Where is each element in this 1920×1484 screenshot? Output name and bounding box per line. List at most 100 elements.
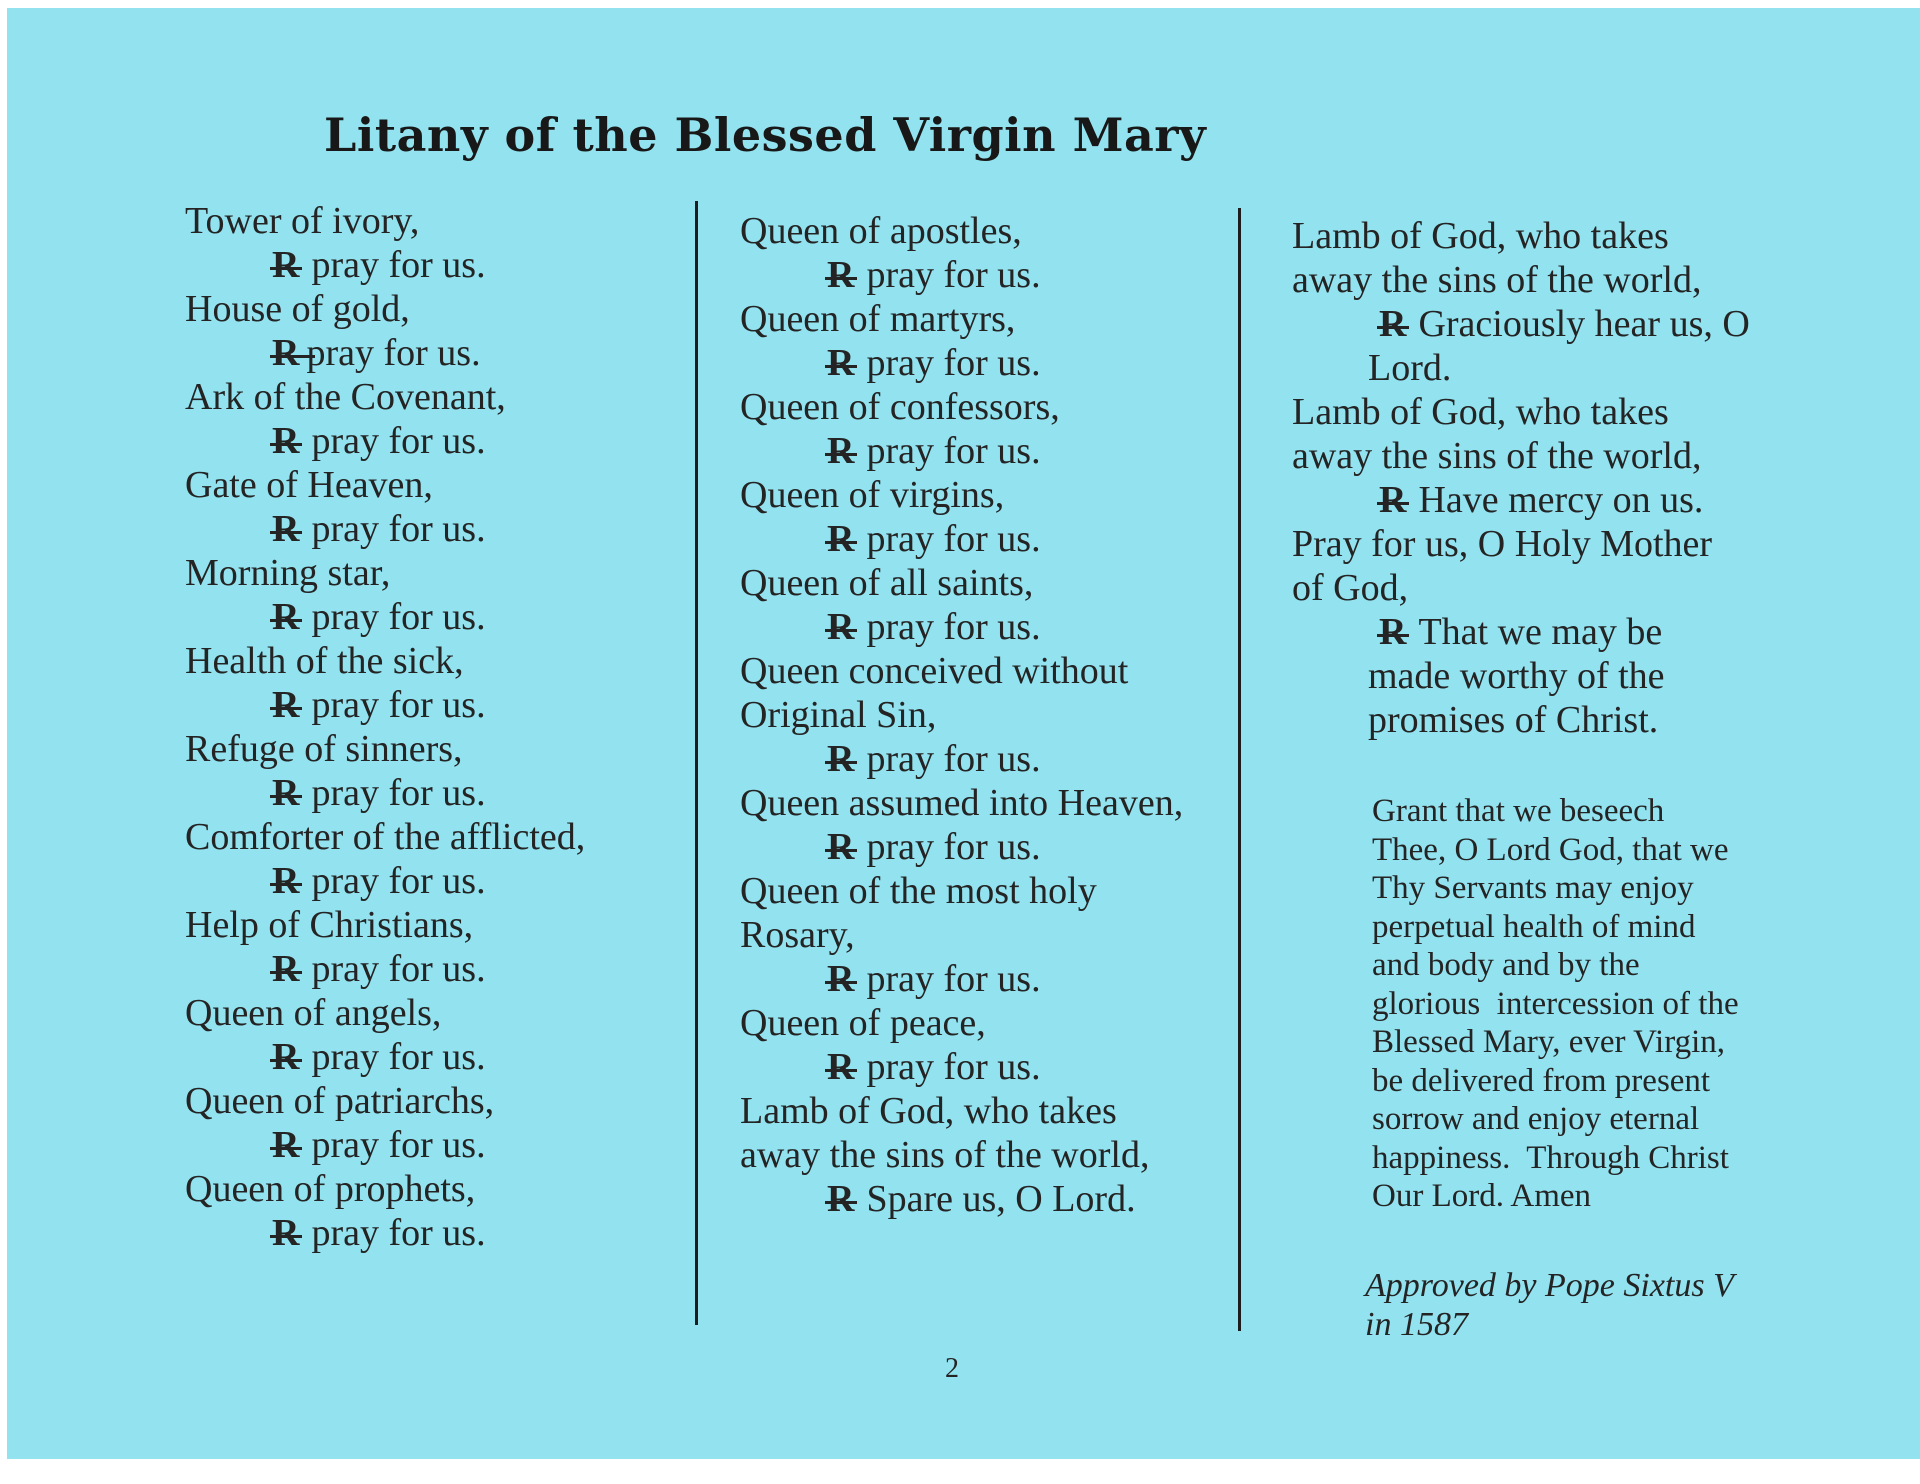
litany-call-line: Lamb of God, who takes xyxy=(1292,391,1669,433)
response-r-symbol: R xyxy=(269,948,303,990)
litany-response-line: R Spare us, O Lord. xyxy=(824,1178,1136,1220)
response-r-symbol: R xyxy=(269,860,303,902)
scanned-page: Litany of the Blessed Virgin Mary Tower … xyxy=(7,8,1920,1459)
litany-column-3: Lamb of God, who takes away the sins of t… xyxy=(1292,214,1750,742)
text-line: Thy Servants may enjoy xyxy=(1372,870,1694,906)
text-line: Blessed Mary, ever Virgin, xyxy=(1372,1024,1726,1060)
litany-call-line: Queen of patriarchs, xyxy=(185,1080,495,1122)
text-line: be delivered from present xyxy=(1372,1062,1711,1099)
litany-call-line: Lamb of God, who takes xyxy=(740,1090,1117,1132)
text-line: Our Lord. Amen xyxy=(1372,1178,1592,1214)
text-line: Grant that we beseech xyxy=(1372,793,1665,829)
litany-call-line: Queen of apostles, xyxy=(740,210,1022,252)
response-r-symbol: R xyxy=(824,1178,858,1220)
response-r-symbol: R xyxy=(824,342,858,384)
response-r-symbol: R xyxy=(824,606,858,648)
litany-response-line: R Have mercy on us. xyxy=(1376,479,1704,521)
response-r-symbol: R xyxy=(269,1124,303,1166)
response-continuation-line: Lord. xyxy=(1368,347,1452,389)
text-line: Approved by Pope Sixtus V xyxy=(1365,1267,1734,1304)
litany-call-line: Ark of the Covenant, xyxy=(185,376,506,418)
response-r-symbol: R xyxy=(269,772,303,814)
litany-call-line: Lamb of God, who takes xyxy=(1292,215,1669,257)
litany-call-line: Original Sin, xyxy=(740,694,937,736)
response-r-symbol: R xyxy=(269,1212,303,1254)
response-r-symbol: R xyxy=(824,826,858,868)
litany-call-line: Queen of confessors, xyxy=(740,386,1060,428)
text-line: glorious intercession of the xyxy=(1372,985,1739,1022)
response-r-symbol: R xyxy=(269,420,303,462)
litany-call-line: Queen of virgins, xyxy=(740,474,1005,516)
text-line: in 1587 xyxy=(1365,1306,1468,1343)
response-r-symbol: R xyxy=(269,332,317,374)
page-title: Litany of the Blessed Virgin Mary xyxy=(324,108,1207,162)
response-r-symbol: R xyxy=(1376,479,1410,521)
litany-call-line: Help of Christians, xyxy=(185,904,474,946)
litany-call-line: Pray for us, O Holy Mother xyxy=(1292,523,1713,565)
litany-response-line: R Graciously hear us, O xyxy=(1376,303,1750,345)
response-r-symbol: R xyxy=(269,244,303,286)
text-line: and body and by the xyxy=(1372,947,1640,983)
response-r-symbol: R xyxy=(824,1046,858,1088)
litany-call-line: House of gold, xyxy=(185,288,410,330)
litany-response-line: R That we may be xyxy=(1376,611,1663,653)
response-r-symbol: R xyxy=(1376,303,1410,345)
response-r-symbol: R xyxy=(269,684,303,726)
response-r-symbol: R xyxy=(824,254,858,296)
text-line: Thee, O Lord God, that we xyxy=(1372,831,1729,868)
litany-call-line: of God, xyxy=(1292,567,1409,609)
litany-call-line: Queen of all saints, xyxy=(740,562,1034,604)
closing-prayer: Grant that we beseech Thee, O Lord God, t… xyxy=(1372,792,1739,1216)
response-r-symbol: R xyxy=(1376,611,1410,653)
litany-call-line: away the sins of the world, xyxy=(740,1134,1150,1176)
litany-call-line: Rosary, xyxy=(740,914,855,956)
column-divider-1 xyxy=(695,201,698,1325)
litany-call-line: Queen of angels, xyxy=(185,992,442,1034)
text-line: happiness. Through Christ xyxy=(1372,1139,1729,1176)
response-continuation-line: made worthy of the xyxy=(1368,655,1665,697)
litany-call-line: Comforter of the afflicted, xyxy=(185,816,586,858)
response-r-symbol: R xyxy=(824,518,858,560)
litany-call-line: Queen of martyrs, xyxy=(740,298,1016,340)
litany-call-line: Health of the sick, xyxy=(185,640,464,682)
response-r-symbol: R xyxy=(824,430,858,472)
response-r-symbol: R xyxy=(269,1036,303,1078)
litany-call-line: away the sins of the world, xyxy=(1292,259,1702,301)
litany-call-line: Morning star, xyxy=(185,552,391,594)
response-r-symbol: R xyxy=(824,958,858,1000)
litany-call-line: away the sins of the world, xyxy=(1292,435,1702,477)
litany-call-line: Gate of Heaven, xyxy=(185,464,433,506)
litany-call-line: Queen of peace, xyxy=(740,1002,986,1044)
response-continuation-line: promises of Christ. xyxy=(1368,699,1659,741)
response-r-symbol: R xyxy=(269,596,303,638)
litany-call-line: Queen of prophets, xyxy=(185,1168,476,1210)
litany-call-line: Queen of the most holy xyxy=(740,870,1097,912)
response-r-symbol: R xyxy=(824,738,858,780)
litany-call-line: Queen conceived without xyxy=(740,650,1129,692)
page-number: 2 xyxy=(945,1353,959,1384)
